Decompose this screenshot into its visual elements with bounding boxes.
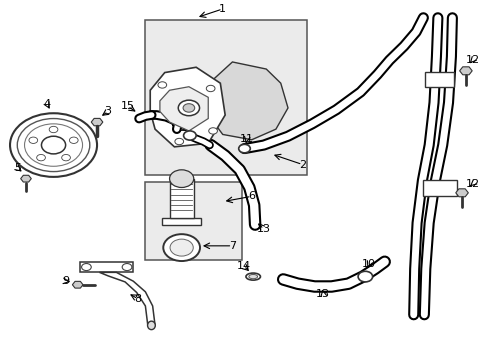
Text: 1: 1	[219, 4, 226, 14]
Text: 16: 16	[173, 122, 187, 132]
FancyBboxPatch shape	[145, 182, 242, 260]
Polygon shape	[72, 282, 83, 288]
Text: 3: 3	[104, 107, 111, 117]
Text: 7: 7	[228, 241, 236, 251]
Ellipse shape	[147, 321, 155, 330]
Circle shape	[17, 118, 90, 172]
Text: 14: 14	[236, 261, 250, 271]
Text: 9: 9	[62, 276, 69, 286]
Circle shape	[208, 128, 217, 134]
Polygon shape	[424, 72, 453, 87]
Text: 6: 6	[248, 191, 255, 201]
Polygon shape	[91, 118, 102, 126]
Circle shape	[24, 124, 82, 166]
Text: 2: 2	[298, 159, 305, 170]
Ellipse shape	[248, 274, 257, 279]
Text: 13: 13	[316, 289, 329, 298]
Polygon shape	[99, 273, 155, 325]
Polygon shape	[208, 62, 287, 140]
Circle shape	[183, 104, 194, 112]
Ellipse shape	[245, 273, 260, 280]
Text: 4: 4	[43, 99, 51, 109]
Circle shape	[175, 138, 183, 145]
Polygon shape	[162, 217, 201, 225]
Text: 11: 11	[240, 134, 253, 144]
Circle shape	[37, 154, 45, 161]
Circle shape	[178, 100, 199, 116]
Circle shape	[163, 234, 200, 261]
Polygon shape	[423, 180, 456, 196]
Circle shape	[158, 82, 166, 88]
Circle shape	[81, 264, 91, 271]
Circle shape	[10, 113, 97, 177]
Circle shape	[29, 137, 38, 143]
Circle shape	[357, 271, 372, 282]
Circle shape	[122, 264, 132, 271]
Circle shape	[183, 131, 196, 140]
Circle shape	[41, 136, 65, 154]
Polygon shape	[455, 189, 468, 197]
Circle shape	[170, 239, 193, 256]
Text: 12: 12	[465, 179, 479, 189]
Polygon shape	[150, 67, 224, 147]
Text: 5: 5	[14, 163, 20, 173]
Circle shape	[206, 85, 215, 92]
Circle shape	[169, 170, 193, 188]
Circle shape	[49, 126, 58, 133]
Polygon shape	[459, 67, 471, 75]
Text: 12: 12	[465, 55, 479, 65]
Polygon shape	[169, 179, 193, 217]
Text: 13: 13	[256, 224, 270, 234]
Polygon shape	[20, 175, 31, 182]
Circle shape	[69, 137, 78, 143]
Text: 15: 15	[120, 101, 134, 111]
Polygon shape	[80, 262, 133, 273]
Polygon shape	[160, 87, 208, 131]
Text: 10: 10	[362, 258, 375, 269]
FancyBboxPatch shape	[145, 19, 307, 175]
Text: 8: 8	[134, 294, 142, 304]
Circle shape	[61, 154, 70, 161]
Circle shape	[238, 144, 250, 153]
